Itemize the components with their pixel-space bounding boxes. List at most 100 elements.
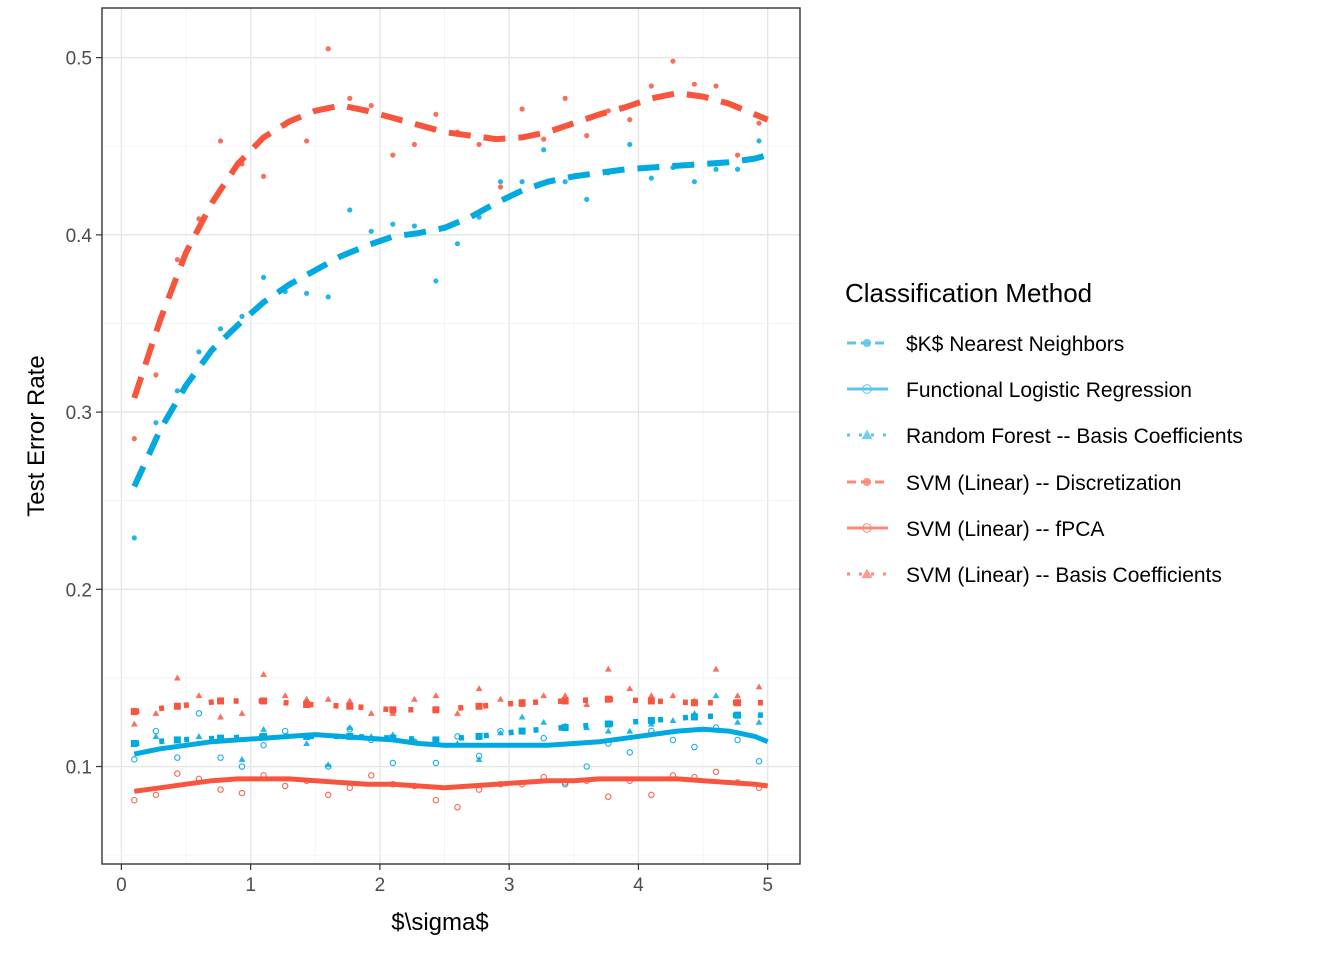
data-point (648, 83, 654, 89)
legend-label-knn: $K$ Nearest Neighbors (906, 333, 1124, 356)
data-point (562, 179, 568, 185)
data-point (131, 796, 138, 804)
data-point (605, 793, 612, 800)
legend-key-marker (862, 523, 872, 533)
data-point (389, 759, 397, 767)
series-line-dot (518, 699, 526, 707)
y-tick-label: 0.3 (66, 403, 92, 424)
series-line-dot (432, 706, 440, 714)
series-line-dot (130, 708, 138, 716)
legend-key-marker (861, 568, 873, 579)
data-point (260, 274, 267, 280)
series-line-dot (346, 732, 354, 740)
data-point (346, 724, 354, 731)
legend-title: Classification Method (845, 278, 1092, 308)
data-point (540, 692, 548, 699)
data-point (541, 147, 547, 153)
data-point (368, 102, 374, 109)
data-point (691, 743, 698, 751)
data-point (347, 95, 353, 101)
legend-label-rf-basis: Random Forest -- Basis Coefficients (906, 425, 1243, 448)
data-point (173, 674, 181, 681)
data-point (497, 695, 504, 702)
series-line-dot (346, 702, 354, 710)
data-point (153, 420, 159, 426)
series-4 (131, 768, 769, 811)
data-point (281, 692, 289, 699)
data-point (131, 436, 137, 442)
data-point (390, 221, 396, 227)
series-line-dot (217, 697, 225, 705)
x-axis-title: $\sigma$ (391, 909, 488, 936)
data-point (174, 257, 180, 263)
series-line (131, 90, 769, 399)
series-line-dot (303, 732, 311, 740)
series-line-dot (604, 720, 612, 728)
series-line-dot (260, 732, 268, 740)
data-point (411, 223, 418, 229)
data-point (346, 697, 354, 704)
data-point (734, 718, 741, 725)
data-point (669, 717, 677, 723)
data-point (604, 727, 612, 734)
data-point (583, 763, 590, 770)
data-point (217, 786, 224, 793)
data-point (541, 136, 547, 142)
series-line-dot (734, 699, 742, 707)
data-point (260, 742, 267, 749)
data-point (131, 535, 137, 541)
data-point (433, 278, 439, 284)
data-point (734, 736, 741, 744)
data-point (195, 710, 203, 717)
data-point (755, 757, 763, 765)
series-line-dot (432, 736, 440, 744)
data-point (497, 184, 504, 190)
data-point (497, 179, 504, 185)
data-point (367, 772, 375, 779)
data-point (411, 141, 418, 148)
data-point (691, 81, 697, 87)
data-point (584, 133, 590, 139)
data-point (281, 782, 289, 790)
series-2 (130, 692, 768, 768)
data-point (540, 718, 548, 725)
y-tick-label: 0.1 (66, 758, 92, 779)
data-point (454, 709, 461, 716)
data-point (561, 692, 569, 699)
data-point (238, 756, 246, 762)
series-line-dot (734, 711, 742, 719)
legend-label-svm-basis: SVM (Linear) -- Basis Coefficients (906, 564, 1222, 587)
data-point (432, 759, 440, 767)
data-point (152, 732, 160, 739)
data-point (411, 695, 418, 702)
data-point (626, 685, 634, 692)
data-point (217, 754, 224, 761)
data-point (347, 207, 353, 213)
data-point (454, 241, 461, 247)
legend: Classification Method $K$ Nearest Neighb… (845, 278, 1243, 587)
data-point (432, 796, 440, 804)
data-point (130, 720, 138, 727)
x-tick-label: 1 (245, 875, 256, 896)
data-point (454, 804, 461, 811)
data-point (238, 709, 246, 716)
data-point (540, 734, 547, 742)
data-point (584, 196, 590, 203)
data-point (390, 152, 396, 158)
data-point (153, 372, 159, 378)
grid (102, 8, 800, 864)
data-point (756, 138, 762, 144)
series-line-dot (303, 700, 311, 708)
data-point (217, 713, 224, 720)
data-point (756, 120, 762, 126)
series-0 (131, 138, 769, 541)
data-point (432, 692, 440, 699)
legend-key-marker (862, 477, 872, 487)
axes: 0 1 2 3 4 5 0.1 0.2 0.3 0.4 0.5 (66, 49, 773, 896)
data-point (195, 732, 203, 739)
series-line-dot (604, 695, 612, 703)
data-point (131, 756, 138, 763)
series-line-dot (690, 699, 698, 707)
